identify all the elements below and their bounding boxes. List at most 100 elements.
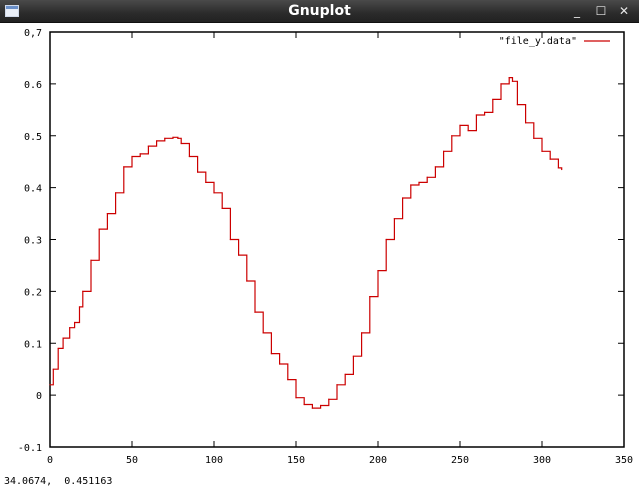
data-point [426, 176, 428, 178]
window-title: Gnuplot [288, 3, 351, 19]
data-point [475, 114, 477, 116]
data-point [213, 192, 215, 194]
data-point [451, 135, 453, 137]
data-point [254, 311, 256, 313]
data-point [541, 150, 543, 152]
data-point [229, 238, 231, 241]
data-point [533, 137, 535, 139]
data-point [344, 373, 346, 375]
data-point [511, 80, 514, 82]
data-point [139, 153, 141, 155]
plot-canvas[interactable]: 0 50 100 150 200 250 300 350 -0.1 0 0.1 0.2 0.3 0.4 0.… [0, 23, 639, 475]
axis-ticks: 0 50 100 150 200 250 300 350 -0.1 0 0.1 0.2 0.3 0.4 0.… [18, 28, 633, 466]
data-point [147, 145, 149, 147]
data-point [443, 150, 445, 152]
data-point [164, 137, 166, 139]
data-point [57, 347, 59, 350]
data-point [205, 181, 207, 184]
y-tick-label: 0.4 [24, 184, 42, 195]
data-point [393, 218, 395, 220]
data-point [98, 228, 100, 230]
data-point [352, 355, 354, 357]
x-tick-label: 50 [126, 455, 138, 466]
data-point [549, 158, 551, 160]
x-tick-label: 300 [533, 455, 551, 466]
y-tick-label: 0.2 [24, 287, 42, 298]
data-point [131, 155, 133, 158]
y-tick-label: -0.1 [18, 443, 42, 454]
data-point [238, 254, 240, 256]
data-point [320, 404, 322, 407]
data-point [52, 368, 54, 370]
data-point [69, 327, 71, 329]
data-point [377, 270, 379, 272]
data-point [361, 332, 363, 334]
x-tick-label: 250 [451, 455, 469, 466]
cursor-coordinates-readout: 34.0674, 0.451163 [4, 476, 113, 487]
series-line [50, 77, 563, 409]
data-point [311, 407, 313, 409]
plot-frame [49, 31, 625, 448]
minimize-button[interactable]: _ [574, 4, 580, 18]
x-tick-label: 100 [205, 455, 223, 466]
y-tick-label: 0,7 [24, 28, 42, 39]
x-tick-label: 200 [369, 455, 387, 466]
data-point [74, 321, 76, 324]
data-point [410, 184, 412, 186]
data-point [197, 171, 199, 173]
maximize-button[interactable]: ☐ [595, 4, 607, 18]
data-point [82, 290, 84, 292]
data-point [221, 207, 223, 209]
data-point [180, 142, 182, 145]
data-point [90, 259, 92, 261]
data-point [177, 137, 179, 139]
data-point [484, 111, 486, 114]
close-button[interactable]: ✕ [618, 4, 630, 18]
data-point [270, 353, 272, 355]
data-point [500, 83, 502, 85]
data-point [336, 384, 338, 386]
data-point [434, 166, 436, 168]
data-point [172, 136, 174, 138]
data-point [557, 167, 560, 169]
data-point [385, 238, 387, 241]
data-point [78, 306, 81, 308]
data-point [492, 98, 494, 101]
data-point [287, 378, 289, 381]
data-point [508, 77, 510, 79]
y-tick-label: 0.3 [24, 236, 42, 247]
data-point [156, 140, 158, 142]
line-chart[interactable]: 0 50 100 150 200 250 300 350 -0.1 0 0.1 0.2 0.3 0.4 0.… [0, 23, 639, 475]
y-tick-label: 0.5 [24, 132, 42, 143]
data-point [303, 403, 305, 406]
data-point [62, 337, 64, 339]
data-point [467, 129, 469, 132]
data-point [188, 155, 190, 158]
data-point [115, 192, 117, 194]
data-point [516, 104, 519, 106]
data-point [369, 295, 371, 298]
y-tick-label: 0.1 [24, 339, 42, 350]
data-point [262, 332, 264, 334]
data-point [279, 363, 281, 365]
app-window-icon[interactable] [5, 5, 19, 17]
data-point [106, 212, 108, 215]
data-point [459, 124, 461, 126]
data-point [402, 197, 404, 199]
data-point [561, 168, 563, 171]
data-point [328, 398, 330, 400]
data-point [49, 384, 51, 386]
y-tick-label: 0 [36, 391, 42, 402]
x-tick-label: 150 [287, 455, 305, 466]
x-tick-label: 0 [47, 455, 53, 466]
data-point [295, 397, 297, 399]
data-point [525, 122, 527, 124]
series-layer [49, 77, 563, 409]
data-point [418, 181, 420, 184]
data-point [246, 280, 248, 282]
legend-label: "file_y.data" [499, 36, 577, 47]
window-titlebar[interactable]: Gnuplot _ ☐ ✕ [0, 0, 639, 23]
data-point [123, 166, 125, 168]
y-tick-label: 0.6 [24, 80, 42, 91]
legend: "file_y.data" [499, 36, 610, 47]
